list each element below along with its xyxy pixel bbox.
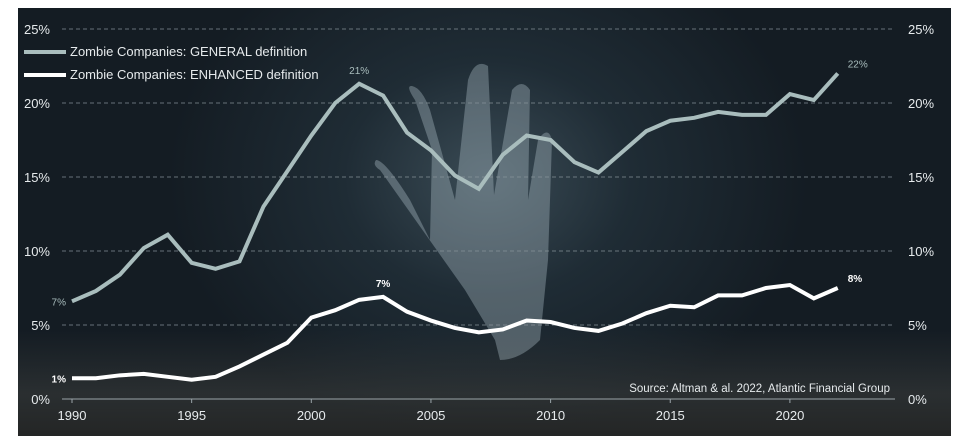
y-tick-right: 0% xyxy=(908,392,927,407)
data-label: 7% xyxy=(52,297,67,308)
x-tick-label: 2015 xyxy=(656,408,685,423)
y-tick-left: 0% xyxy=(31,392,50,407)
legend-label-enhanced: Zombie Companies: ENHANCED definition xyxy=(70,67,319,82)
x-tick-label: 2020 xyxy=(775,408,804,423)
y-tick-left: 15% xyxy=(24,170,50,185)
data-label: 21% xyxy=(349,66,369,77)
y-tick-right: 10% xyxy=(908,244,934,259)
series-line-general xyxy=(71,72,840,304)
source-note: Source: Altman & al. 2022, Atlantic Fina… xyxy=(629,383,890,395)
y-tick-left: 20% xyxy=(24,96,50,111)
x-tick-label: 2010 xyxy=(536,408,565,423)
y-tick-right: 15% xyxy=(908,170,934,185)
data-label: 7% xyxy=(376,279,391,290)
y-tick-right: 25% xyxy=(908,22,934,37)
data-label: 1% xyxy=(52,374,67,385)
x-tick-label: 2005 xyxy=(416,408,445,423)
x-tick-label: 1990 xyxy=(58,408,87,423)
data-label: 8% xyxy=(848,274,863,285)
data-label: 22% xyxy=(848,59,868,70)
y-tick-left: 10% xyxy=(24,244,50,259)
legend-label-general: Zombie Companies: GENERAL definition xyxy=(70,44,307,59)
x-tick-label: 2000 xyxy=(297,408,326,423)
series-line-enhanced xyxy=(72,282,839,382)
y-tick-right: 20% xyxy=(908,96,934,111)
zombie-hand-illustration xyxy=(374,63,552,360)
x-tick-label: 1995 xyxy=(177,408,206,423)
y-tick-right: 5% xyxy=(908,318,927,333)
y-tick-left: 5% xyxy=(31,318,50,333)
y-tick-left: 25% xyxy=(24,22,50,37)
legend: Zombie Companies: GENERAL definition Zom… xyxy=(24,44,319,82)
ground-texture xyxy=(18,330,951,436)
